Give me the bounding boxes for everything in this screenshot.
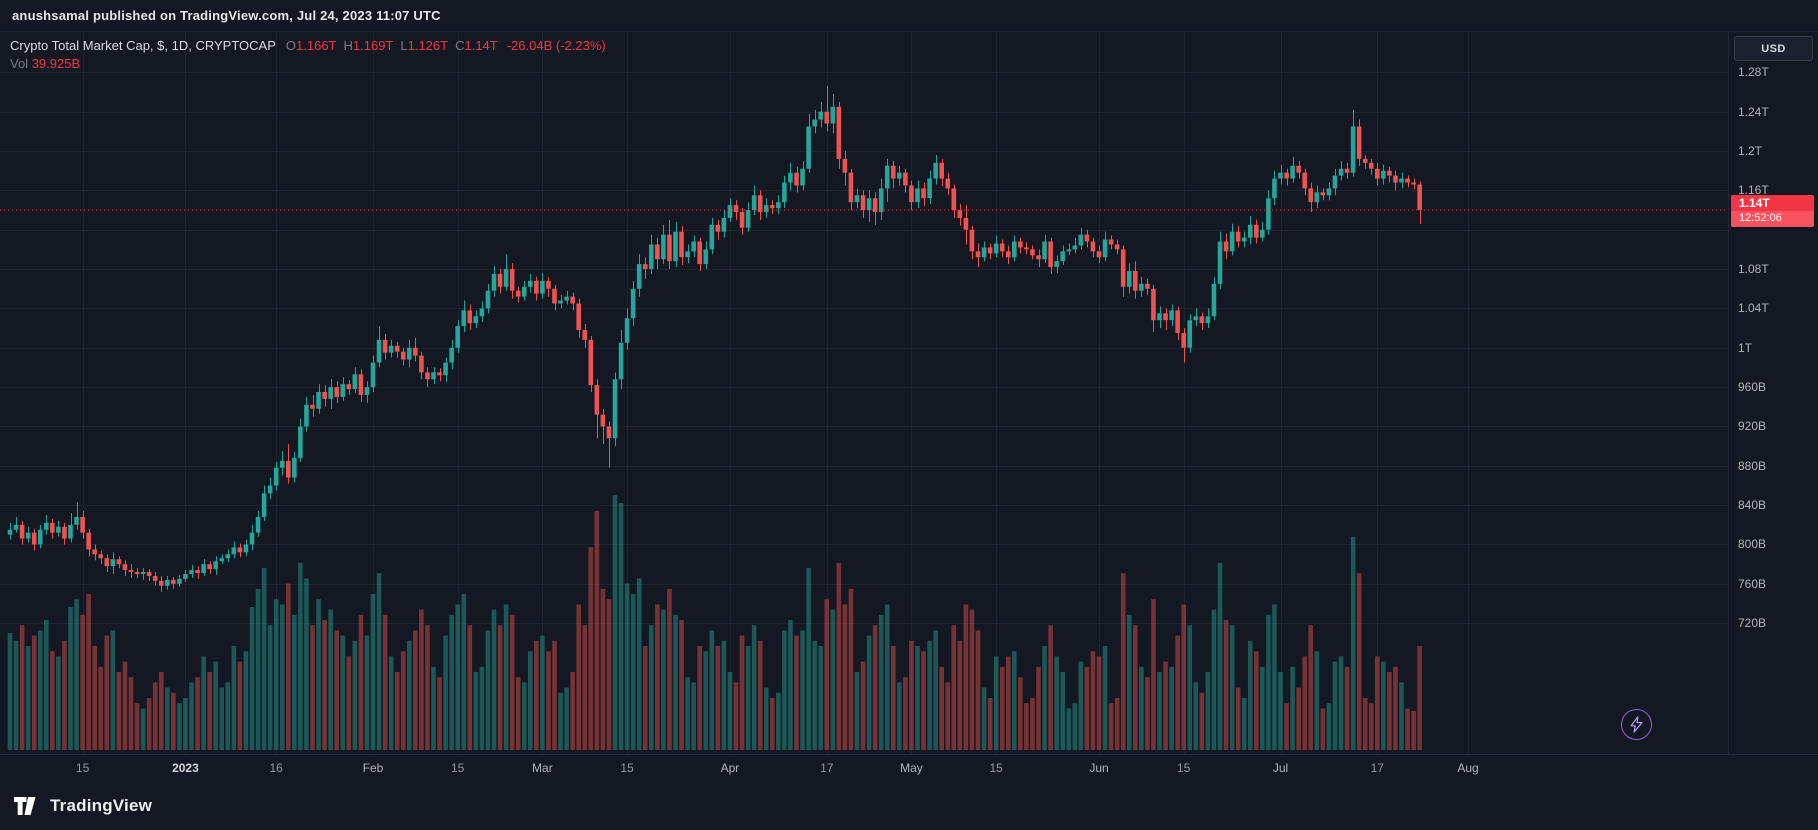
- price-tick-label: 920B: [1738, 419, 1767, 434]
- price-tick-label: 760B: [1738, 576, 1767, 591]
- time-tick-label: Jul: [1272, 761, 1289, 775]
- time-tick-label: 15: [1177, 761, 1191, 775]
- time-tick-label: 15: [989, 761, 1003, 775]
- publish-text: anushsamal published on TradingView.com,…: [12, 8, 441, 23]
- time-tick-label: 15: [75, 761, 90, 775]
- price-tick-label: 840B: [1738, 498, 1767, 513]
- symbol-title[interactable]: Crypto Total Market Cap, $, 1D, CRYPTOCA…: [10, 38, 276, 53]
- publish-bar: anushsamal published on TradingView.com,…: [0, 0, 1818, 32]
- price-tick-label: 1.24T: [1738, 104, 1769, 119]
- brand-wordmark[interactable]: TradingView: [50, 796, 153, 815]
- time-tick-label: 17: [820, 761, 834, 775]
- time-tick-label: Aug: [1457, 761, 1479, 775]
- price-tick-label: 1.2T: [1738, 144, 1763, 159]
- volume-label: Vol: [10, 56, 29, 71]
- ohlc-open: O1.166T: [285, 38, 337, 53]
- time-tick-label: May: [900, 761, 923, 775]
- price-tick-label: 1.08T: [1738, 262, 1769, 277]
- change-value: -26.04B (-2.23%): [506, 38, 606, 53]
- last-price-value: 1.14T: [1731, 195, 1814, 212]
- tradingview-logo[interactable]: [14, 797, 41, 815]
- footer: TradingView: [0, 782, 1818, 830]
- price-tick-label: 1.28T: [1738, 65, 1769, 80]
- bar-close-countdown: 12:52:06: [1731, 211, 1814, 228]
- time-tick-label: 15: [620, 761, 634, 775]
- ohlc-close: C1.14T: [455, 38, 498, 53]
- time-tick-label: 2023: [172, 761, 199, 775]
- volume-value: 39.925B: [31, 56, 81, 71]
- price-tick-label: 1T: [1738, 340, 1753, 355]
- time-tick-label: Mar: [532, 761, 553, 775]
- currency-button[interactable]: USD: [1734, 36, 1813, 61]
- time-tick-label: 15: [451, 761, 465, 775]
- time-tick-label: Jun: [1089, 761, 1109, 775]
- time-tick-label: Apr: [720, 761, 740, 775]
- price-tick-label: 960B: [1738, 380, 1767, 395]
- price-tick-label: 880B: [1738, 458, 1767, 473]
- last-price-tag: 1.14T 12:52:06: [1731, 195, 1814, 228]
- lightning-icon: [1630, 716, 1643, 733]
- candlestick-chart[interactable]: [0, 32, 1728, 754]
- ohlc-high: H1.169T: [343, 38, 394, 53]
- time-tick-label: 16: [269, 761, 283, 775]
- chart-wrapper: Crypto Total Market Cap, $, 1D, CRYPTOCA…: [0, 32, 1818, 782]
- time-axis[interactable]: 15 2023 16 Feb 15 Mar 15 Apr 17 May 15 Jun 15 Jul 17 Au…: [0, 754, 1818, 782]
- price-tick-label: 1.16T: [1738, 183, 1769, 198]
- price-tick-label: 800B: [1738, 537, 1767, 552]
- legend: Crypto Total Market Cap, $, 1D, CRYPTOCA…: [10, 37, 606, 73]
- price-tick-label: 1.04T: [1738, 301, 1769, 316]
- time-tick-label: Feb: [362, 761, 384, 775]
- time-tick-label: 17: [1370, 761, 1384, 775]
- lightning-boost-button[interactable]: [1621, 709, 1652, 740]
- price-axis[interactable]: USD 1.28T 1.24T 1.2T 1.16T 1.08T 1.04T 1T 960B 9…: [1728, 32, 1818, 754]
- ohlc-low: L1.126T: [400, 38, 449, 53]
- price-tick-label: 720B: [1738, 616, 1767, 631]
